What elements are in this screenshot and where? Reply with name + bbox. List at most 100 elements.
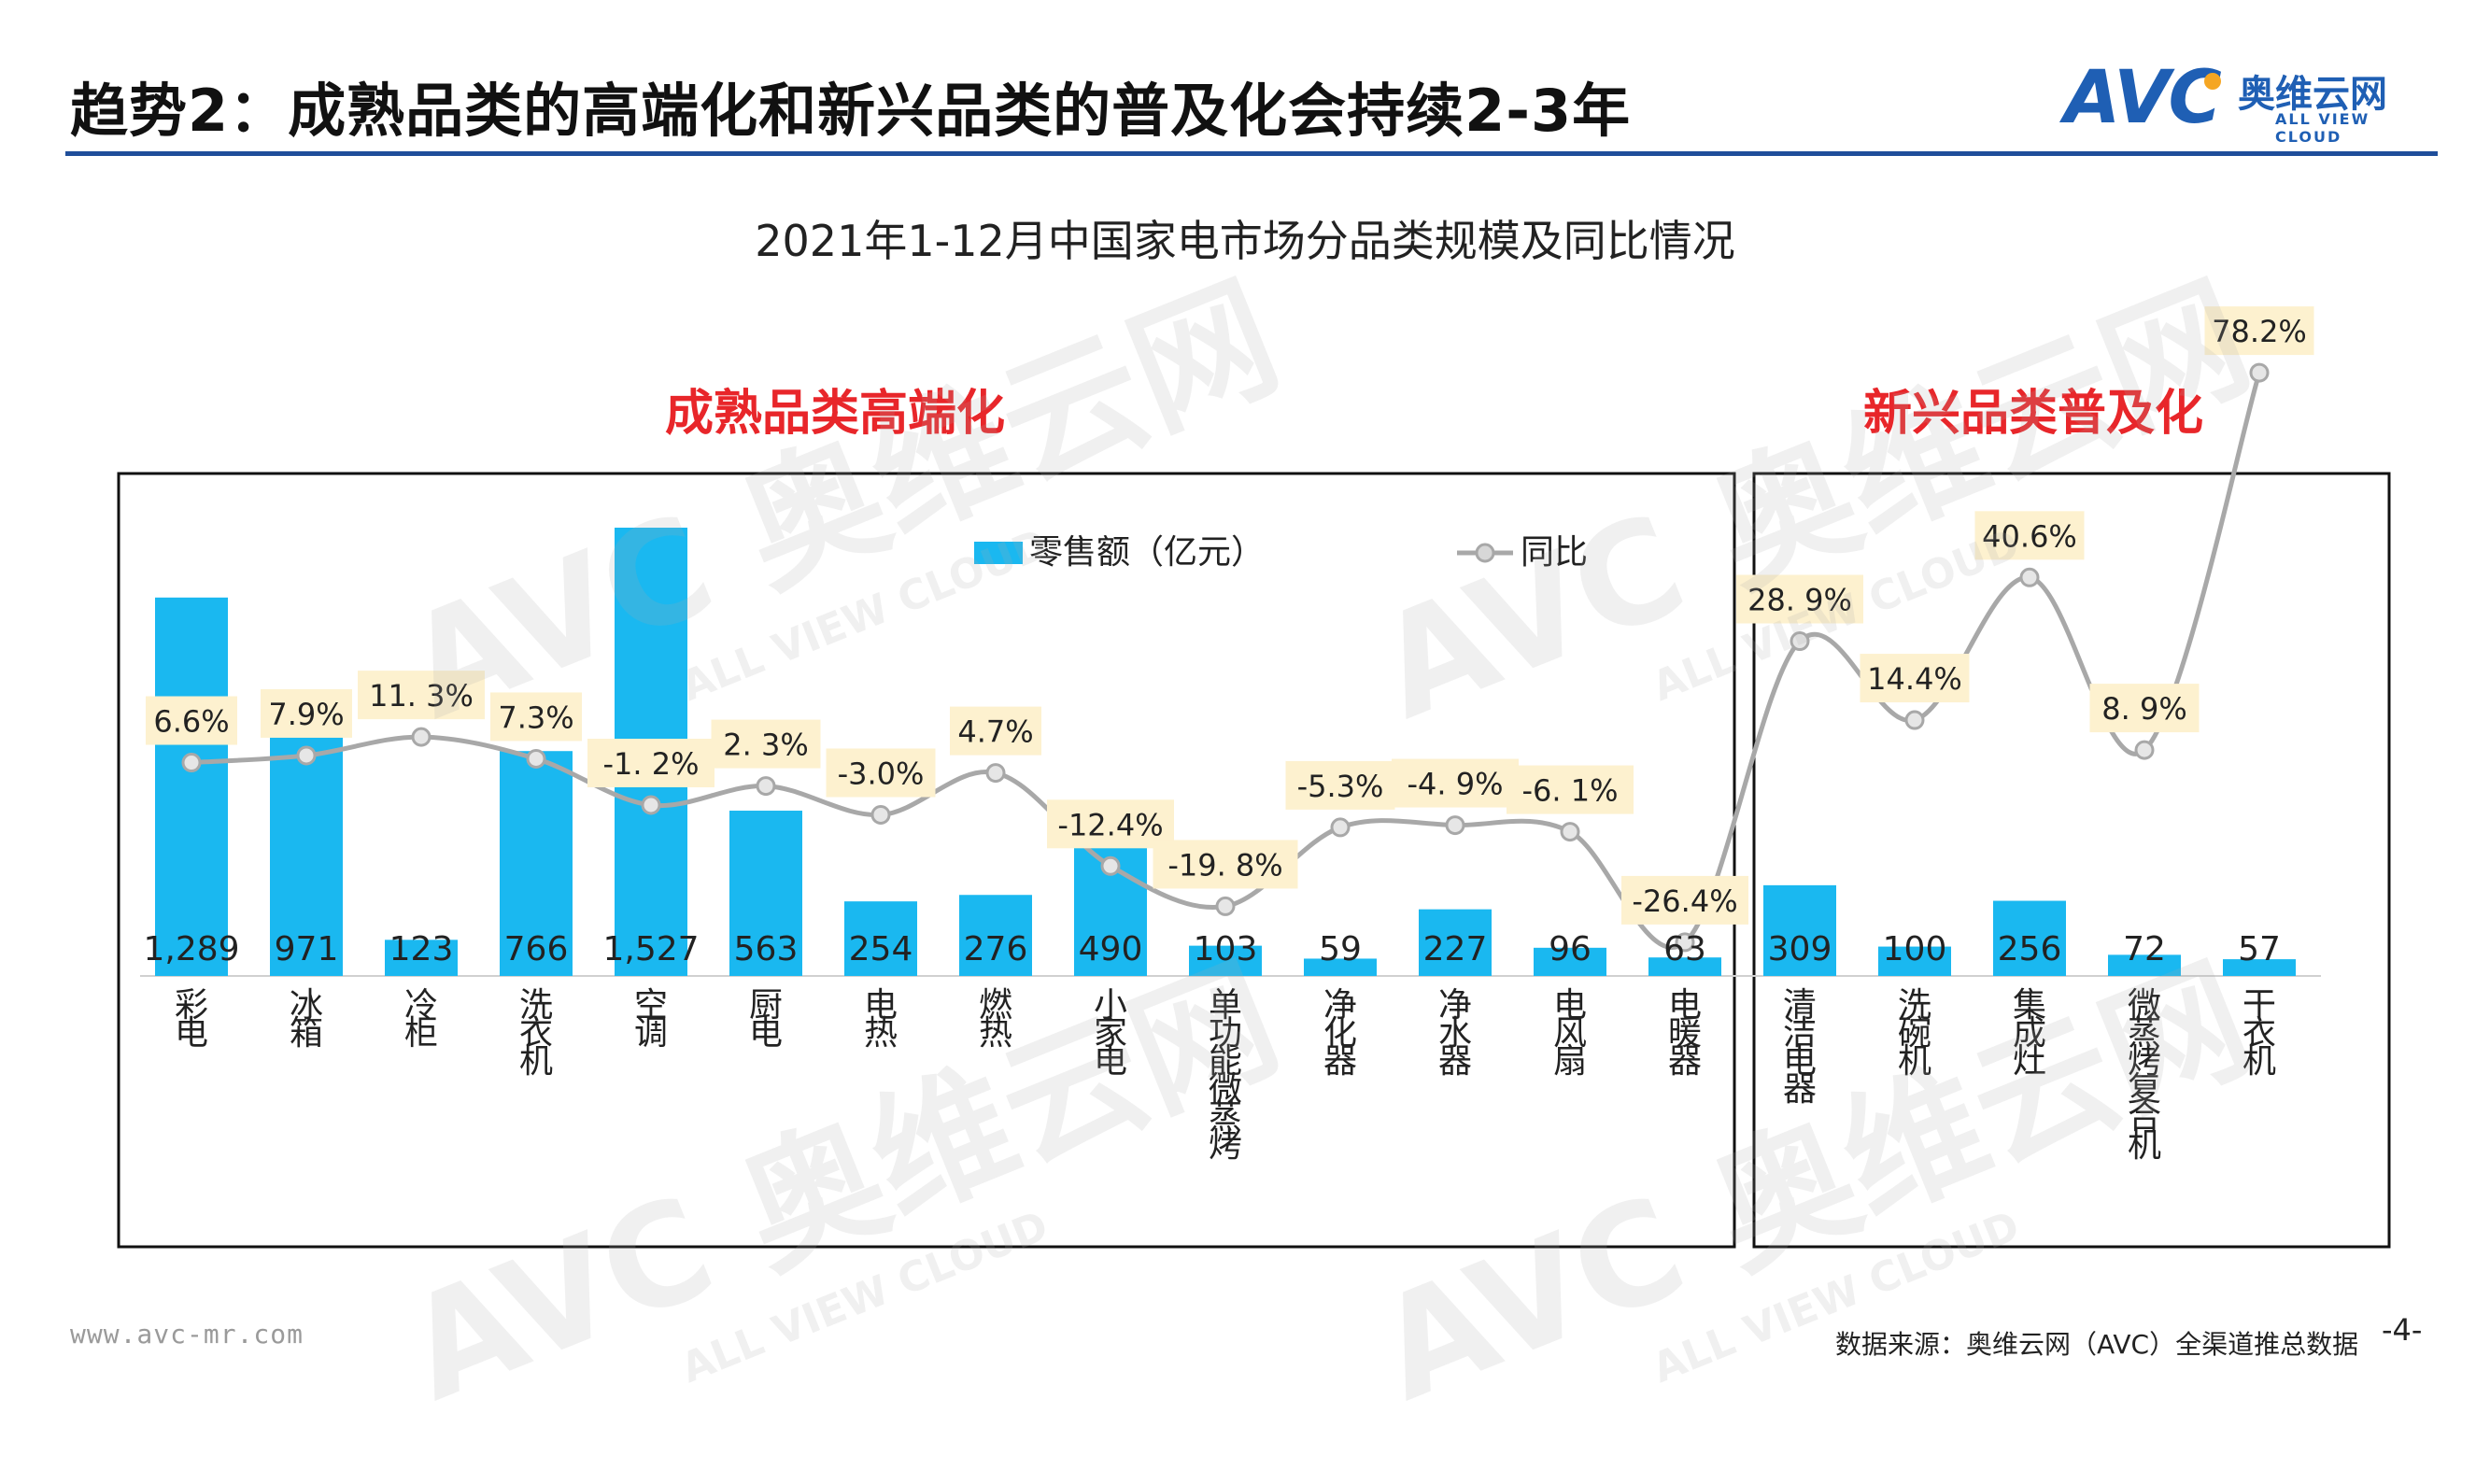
bar-10 — [1189, 945, 1262, 976]
yoy-label-14: -26.4% — [1632, 883, 1737, 919]
yoy-label-box-2 — [261, 688, 352, 738]
bar-8 — [959, 895, 1032, 976]
yoy-label-box-18 — [2089, 684, 2200, 733]
yoy-label-box-12 — [1392, 758, 1519, 808]
bar-18 — [2108, 954, 2181, 976]
yoy-label-4: 7.3% — [498, 700, 573, 735]
category-label-5: 空调 — [634, 986, 668, 1053]
yoy-label-3: 11. 3% — [369, 678, 474, 714]
avc-logo: AVC 奥维云网 ALL VIEW CLOUD — [2064, 56, 2438, 146]
category-label-12: 净水器 — [1438, 986, 1472, 1081]
title-rule — [65, 151, 2438, 156]
logo-dot-icon — [2204, 73, 2221, 90]
yoy-label-11: -5.3% — [1297, 769, 1384, 804]
legend-line-marker — [1475, 543, 1495, 563]
bar-6 — [729, 811, 802, 976]
yoy-label-box-19 — [2204, 306, 2314, 356]
yoy-point-4 — [526, 748, 546, 769]
bar-value-label-2: 971 — [275, 930, 339, 968]
yoy-point-16 — [1904, 710, 1925, 730]
footer-source: 数据来源：奥维云网（AVC）全渠道推总数据 — [1835, 1329, 2359, 1360]
page-number: -4- — [2382, 1312, 2423, 1348]
yoy-label-5: -1. 2% — [602, 746, 699, 782]
yoy-label-box-1 — [146, 696, 237, 745]
yoy-label-box-10 — [1153, 840, 1298, 889]
bar-value-label-4: 766 — [504, 930, 569, 968]
yoy-point-8 — [985, 763, 1006, 784]
bar-9 — [1074, 831, 1147, 976]
category-label-6: 厨电 — [749, 986, 783, 1053]
yoy-label-box-14 — [1621, 875, 1748, 925]
yoy-point-5 — [641, 795, 661, 815]
bar-12 — [1419, 909, 1492, 976]
yoy-label-12: -4. 9% — [1407, 767, 1503, 802]
yoy-label-16: 14.4% — [1867, 661, 1962, 697]
yoy-label-box-17 — [1974, 511, 2085, 560]
bar-16 — [1878, 946, 1951, 976]
yoy-point-7 — [870, 804, 891, 825]
yoy-point-14 — [1675, 932, 1695, 953]
yoy-label-7: -3.0% — [838, 756, 925, 791]
yoy-label-18: 8. 9% — [2101, 691, 2186, 727]
category-label-10: 单功能微蒸烤 — [1209, 986, 1242, 1165]
yoy-point-3 — [411, 727, 432, 747]
bar-value-label-18: 72 — [2123, 930, 2166, 968]
logo-wordmark: AVC — [2064, 56, 2222, 140]
logo-chinese-name: 奥维云网 — [2238, 73, 2387, 116]
yoy-point-13 — [1560, 822, 1580, 842]
bar-value-label-10: 103 — [1194, 930, 1258, 968]
chart-title: 2021年1-12月中国家电市场分品类规模及同比情况 — [755, 216, 1735, 266]
yoy-label-box-6 — [711, 719, 821, 769]
legend-line-label: 同比 — [1521, 533, 1588, 572]
category-label-19: 干衣机 — [2242, 986, 2276, 1081]
category-label-4: 洗衣机 — [519, 986, 553, 1081]
yoy-point-12 — [1445, 815, 1465, 836]
bar-value-label-13: 96 — [1549, 930, 1592, 968]
yoy-label-10: -19. 8% — [1167, 847, 1282, 883]
frame-emerging-group — [1752, 472, 2391, 1249]
frame-mature-group — [117, 472, 1736, 1249]
bar-13 — [1534, 947, 1606, 976]
yoy-point-19 — [2249, 362, 2270, 383]
yoy-label-2: 7.9% — [268, 697, 344, 732]
bar-17 — [1993, 900, 2066, 976]
yoy-label-1: 6.6% — [153, 704, 229, 740]
yoy-label-box-5 — [587, 738, 714, 787]
yoy-label-17: 40.6% — [1982, 518, 2077, 554]
bar-value-label-14: 63 — [1663, 930, 1706, 968]
bar-value-label-12: 227 — [1423, 930, 1488, 968]
yoy-label-8: 4.7% — [957, 714, 1033, 750]
yoy-label-19: 78.2% — [2212, 314, 2307, 349]
yoy-label-box-3 — [358, 671, 485, 720]
yoy-label-15: 28. 9% — [1747, 583, 1852, 618]
yoy-point-11 — [1330, 817, 1351, 838]
yoy-label-9: -12.4% — [1057, 807, 1163, 842]
bar-4 — [500, 751, 573, 976]
yoy-label-box-11 — [1285, 760, 1395, 810]
yoy-series-line — [191, 372, 2262, 950]
yoy-label-box-16 — [1860, 654, 1970, 703]
yoy-point-6 — [756, 776, 776, 797]
bar-value-label-8: 276 — [964, 930, 1028, 968]
bar-value-label-9: 490 — [1079, 930, 1143, 968]
bar-value-label-17: 256 — [1998, 930, 2062, 968]
category-label-3: 冷柜 — [404, 986, 438, 1053]
yoy-label-box-8 — [950, 706, 1041, 756]
yoy-label-6: 2. 3% — [723, 728, 808, 763]
yoy-label-box-9 — [1047, 799, 1174, 849]
bar-3 — [385, 940, 458, 976]
category-label-7: 电热 — [864, 986, 898, 1053]
yoy-point-17 — [2019, 567, 2040, 587]
legend-bar-swatch — [974, 542, 1023, 564]
category-label-17: 集成灶 — [2013, 986, 2046, 1081]
bar-value-label-11: 59 — [1319, 930, 1362, 968]
yoy-label-box-15 — [1736, 574, 1863, 624]
bar-11 — [1304, 958, 1377, 976]
category-label-16: 洗碗机 — [1898, 986, 1931, 1081]
bar-value-label-7: 254 — [849, 930, 913, 968]
yoy-point-2 — [296, 745, 317, 766]
group-label-mature: 成熟品类高端化 — [665, 386, 1006, 442]
bar-value-label-19: 57 — [2238, 930, 2281, 968]
yoy-point-15 — [1790, 631, 1810, 652]
yoy-label-box-7 — [826, 748, 936, 798]
